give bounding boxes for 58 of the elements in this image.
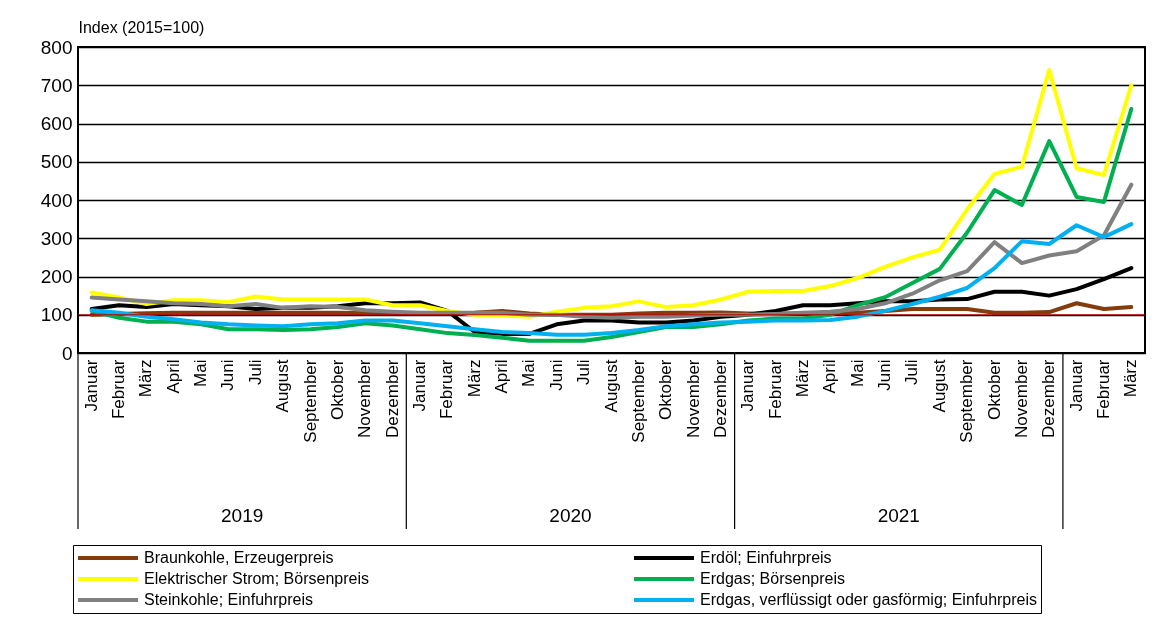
- x-tick-label: Mai: [191, 359, 211, 387]
- y-tick-label: 400: [40, 189, 73, 211]
- x-tick-label: Juni: [546, 359, 566, 391]
- x-tick-label: Oktober: [327, 359, 347, 420]
- legend-label: Erdgas; Börsenpreis: [700, 570, 845, 587]
- legend-label: Steinkohle; Einfuhrpreis: [144, 591, 313, 608]
- x-tick-label: Dezember: [382, 359, 402, 438]
- x-tick-label: Februar: [437, 359, 457, 420]
- x-tick-label: Juli: [902, 359, 922, 386]
- x-tick-label: August: [601, 359, 621, 413]
- x-tick-label: Dezember: [710, 359, 730, 438]
- x-tick-label: Juni: [218, 359, 238, 391]
- x-tick-label: September: [300, 359, 320, 443]
- text: 2019: [221, 505, 264, 526]
- x-tick-label: Februar: [1093, 359, 1113, 420]
- x-tick-label: März: [464, 359, 484, 398]
- x-tick-label: Januar: [738, 359, 758, 412]
- x-tick-label: Februar: [765, 359, 785, 420]
- x-tick-label: Januar: [409, 359, 429, 412]
- x-tick-label: November: [1011, 359, 1031, 438]
- x-tick-label: April: [163, 359, 183, 394]
- y-tick-label: 100: [40, 304, 73, 326]
- y-tick-label: 300: [40, 227, 73, 249]
- x-tick-label: Juni: [875, 359, 895, 391]
- x-tick-label: März: [136, 359, 156, 398]
- y-tick-label: 500: [40, 151, 73, 173]
- x-tick-label: August: [273, 359, 293, 413]
- legend-label: Erdgas, verflüssigt oder gasförmig; Einfuhrpreis: [700, 591, 1038, 608]
- x-tick-label: August: [929, 359, 949, 413]
- x-tick-label: Oktober: [984, 359, 1004, 420]
- y-tick-label: 700: [40, 74, 73, 96]
- x-tick-label: Dezember: [1039, 359, 1059, 438]
- x-tick-label: Januar: [81, 359, 101, 412]
- x-tick-label: September: [628, 359, 648, 443]
- x-tick-label: März: [1121, 359, 1141, 398]
- legend-label: Elektrischer Strom; Börsenpreis: [144, 570, 369, 587]
- x-tick-label: Februar: [109, 359, 129, 420]
- y-tick-label: 600: [40, 113, 73, 134]
- x-tick-label: März: [793, 359, 813, 398]
- text: 2021: [877, 505, 920, 526]
- y-tick-label: 0: [61, 342, 73, 364]
- x-tick-label: April: [820, 359, 840, 394]
- x-tick-label: September: [957, 359, 977, 443]
- x-tick-label: April: [492, 359, 512, 394]
- x-tick-label: Mai: [847, 359, 867, 387]
- x-tick-label: Oktober: [656, 359, 676, 420]
- legend-label: Erdöl; Einfuhrpreis: [700, 549, 832, 566]
- x-tick-label: November: [355, 359, 375, 438]
- text: 2020: [549, 505, 592, 526]
- legend-label: Braunkohle, Erzeugerpreis: [144, 549, 334, 566]
- x-tick-label: Mai: [519, 359, 539, 387]
- x-tick-label: Januar: [1066, 359, 1086, 412]
- x-tick-label: Juli: [574, 359, 594, 386]
- x-tick-label: Juli: [245, 359, 265, 386]
- x-tick-label: November: [683, 359, 703, 438]
- y-tick-label: 800: [40, 36, 73, 58]
- y-axis-title: Index (2015=100): [78, 18, 205, 36]
- y-tick-label: 200: [40, 266, 73, 287]
